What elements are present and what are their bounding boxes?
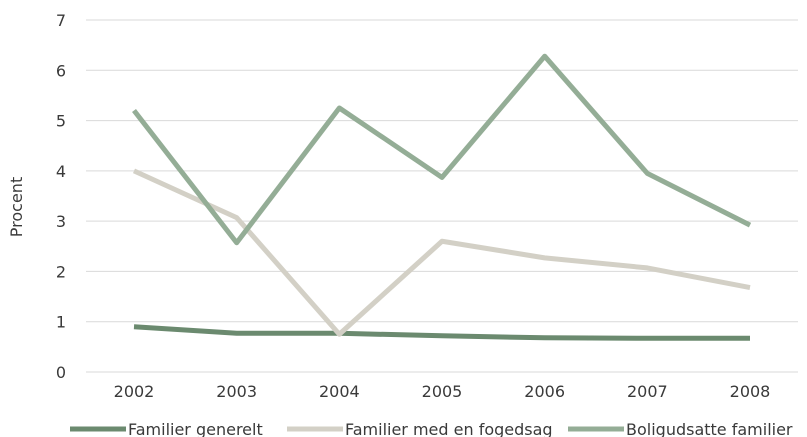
- x-tick-label: 2002: [114, 382, 155, 401]
- grid-lines: [86, 19, 798, 373]
- x-tick-label: 2003: [216, 382, 257, 401]
- x-tick-label: 2005: [422, 382, 463, 401]
- legend: Familier generelt Familier med en fogedsa…: [70, 420, 793, 437]
- y-tick-label: 5: [56, 112, 66, 131]
- legend-label: Familier generelt: [128, 420, 263, 437]
- legend-label: Familier med en fogedsag: [345, 420, 553, 437]
- y-axis-title: Procent: [7, 177, 26, 237]
- legend-label: Boligudsatte familier: [626, 420, 793, 437]
- x-tick-label: 2004: [319, 382, 360, 401]
- y-tick-label: 2: [56, 262, 66, 281]
- series-line-3: [132, 53, 752, 246]
- x-tick-label: 2008: [730, 382, 771, 401]
- series-lines: [132, 53, 752, 341]
- x-tick-label: 2007: [627, 382, 668, 401]
- y-axis-ticks: 0 1 2 3 4 5 6 7: [56, 11, 66, 382]
- series-line-2: [132, 168, 751, 337]
- series-line-1: [133, 324, 750, 341]
- x-tick-label: 2006: [524, 382, 565, 401]
- y-tick-label: 7: [56, 11, 66, 30]
- y-tick-label: 6: [56, 61, 66, 80]
- x-axis-ticks: 2002 2003 2004 2005 2006 2007 2008: [114, 382, 771, 401]
- y-tick-label: 3: [56, 212, 66, 231]
- y-tick-label: 1: [56, 313, 66, 332]
- y-tick-label: 4: [56, 162, 66, 181]
- y-tick-label: 0: [56, 363, 66, 382]
